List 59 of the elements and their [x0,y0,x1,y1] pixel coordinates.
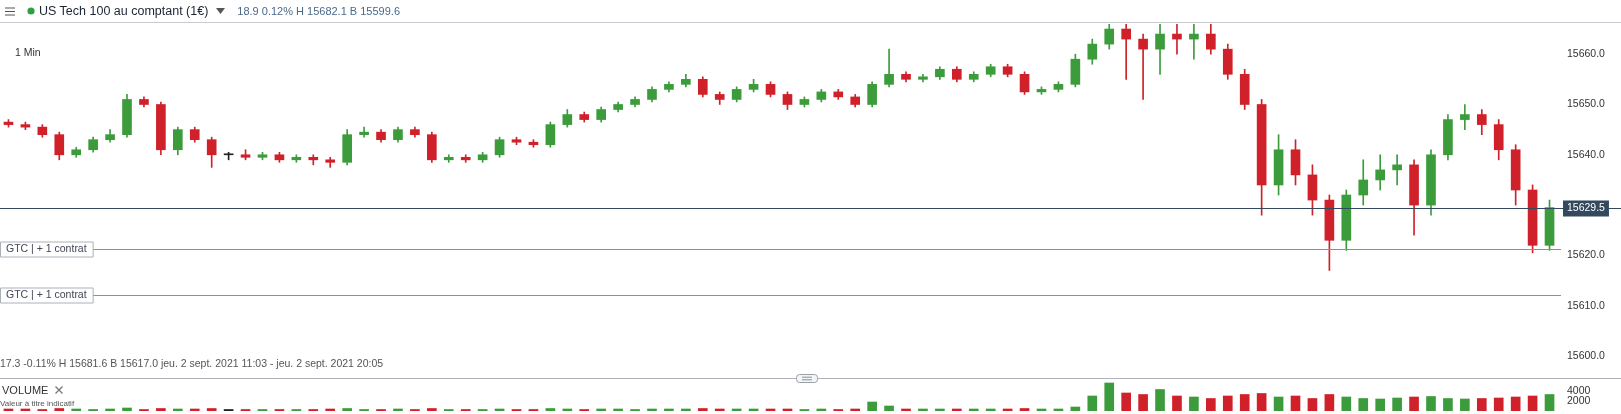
y-tick-label: 4000 [1567,383,1591,396]
bar [1527,395,1538,411]
bar [1358,398,1369,411]
bar [156,408,166,411]
bar [867,401,877,411]
bar [1256,393,1267,411]
bar [1324,394,1335,411]
bar [1189,396,1199,411]
bar [697,408,708,411]
bar [1172,395,1182,411]
bar [1290,395,1301,411]
y-tick-label: 2000 [1567,393,1591,406]
chart-title: US Tech 100 au comptant (1€) [39,4,209,18]
ref-line-label: GTC | + 1 contrat [6,288,87,301]
bar [1121,392,1131,411]
bar [545,408,556,411]
bar [1222,395,1233,411]
bar [1476,398,1487,411]
chart-title: VOLUME [2,384,49,396]
bar [1510,396,1521,411]
bar [1392,397,1402,411]
chart-subtitle: 18.9 0.12% H 15682.1 B 15599.6 [237,5,400,17]
ref-line-label: GTC | + 1 contrat [6,242,87,255]
bar [1341,396,1352,411]
bar [1544,394,1555,411]
bar [1239,394,1250,411]
ref-line-label: 15629.5 [1567,201,1606,214]
bar [1138,394,1148,411]
candlestick [918,73,928,83]
bar [342,408,352,411]
y-tick-label: 15620.0 [1567,248,1606,261]
bar [1104,382,1115,411]
bar [884,405,894,411]
bar [1443,398,1453,411]
bar [1493,397,1504,411]
bar [54,408,65,411]
bar [1375,398,1386,411]
annotation: Valeur à titre indicatif [0,399,75,408]
bar [1426,396,1436,411]
y-tick-label: 15610.0 [1567,298,1606,311]
bar [1409,396,1419,411]
candlestick [985,63,996,78]
bar [206,408,217,411]
bar [1273,396,1284,411]
bar [1460,398,1470,411]
y-tick-label: 15640.0 [1567,147,1606,160]
y-tick-label: 15660.0 [1567,47,1606,60]
bar [1087,395,1098,411]
bar [427,408,437,411]
bar [1307,398,1318,411]
annotation: 1 Min [15,46,41,58]
text: 17.3 -0.11% H 15681.6 B 15617.0 jeu. 2 sept. 2021 11:03 - jeu. 2 sept. 2021 20:05 [0,357,384,369]
bar [1019,408,1030,411]
candlestick [325,156,336,168]
y-tick-label: 15650.0 [1567,97,1606,110]
bar [1155,389,1165,411]
bar [122,407,132,411]
y-tick-label: 15600.0 [1567,348,1606,361]
bar [1206,398,1216,411]
